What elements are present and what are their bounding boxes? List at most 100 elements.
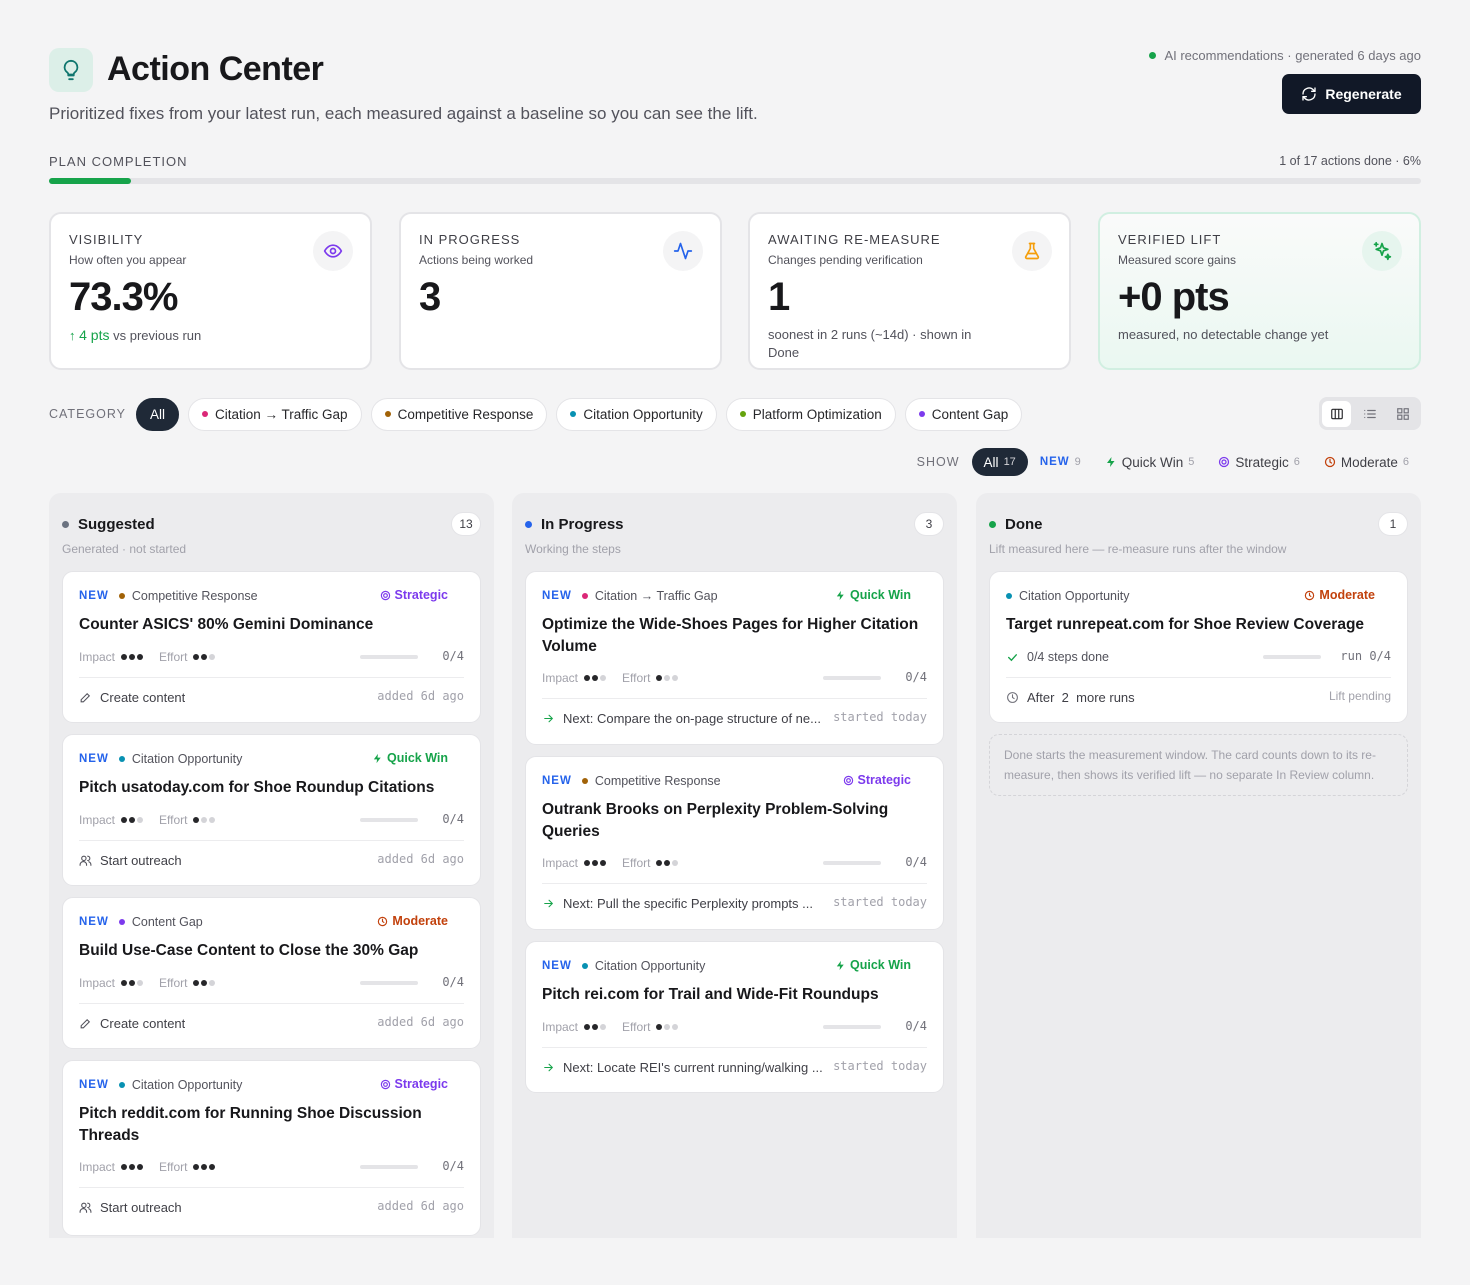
show-moderate-count: 6 <box>1402 456 1409 468</box>
card-action-row[interactable]: Start outreach added 6d ago <box>79 851 464 869</box>
category-dot <box>581 963 588 969</box>
regenerate-button[interactable]: Regenerate <box>1282 74 1421 114</box>
rating-dots <box>584 675 607 681</box>
category-chip-platform-optimization[interactable]: Platform Optimization <box>725 397 896 431</box>
effort-label: Effort <box>159 976 188 990</box>
impact-label: Impact <box>542 856 579 870</box>
stat-label: AWAITING RE-MEASURE <box>768 232 941 247</box>
action-icon-wrap <box>79 691 92 704</box>
show-moderate-button[interactable]: Moderate 6 <box>1312 448 1421 476</box>
column-count: 3 <box>914 512 944 536</box>
impact-label: Impact <box>79 976 116 990</box>
card-action-row[interactable]: Create content added 6d ago <box>79 1014 464 1032</box>
show-quick-win-button[interactable]: Quick Win 5 <box>1093 448 1207 476</box>
card-timestamp: started today <box>833 895 927 909</box>
impact-label: Impact <box>79 650 116 664</box>
rating-dots <box>121 980 144 986</box>
show-new-button[interactable]: NEW 9 <box>1028 448 1093 476</box>
card-timestamp: added 6d ago <box>377 1199 464 1213</box>
card-action-row[interactable]: Start outreach added 6d ago <box>79 1198 464 1216</box>
action-card[interactable]: Citation Opportunity Moderate Target runre… <box>989 571 1408 723</box>
users-icon <box>79 1202 92 1213</box>
steps-progress-bar <box>360 818 418 822</box>
columns-view-icon[interactable] <box>1322 400 1352 427</box>
card-rating-row: Impact Effort 0/4 <box>542 670 927 686</box>
chip-label: All <box>150 406 166 422</box>
list-view-icon[interactable] <box>1355 401 1384 427</box>
category-chip-citation-opportunity[interactable]: Citation Opportunity <box>556 397 717 431</box>
priority-label: Quick Win <box>386 751 448 765</box>
column-dot <box>525 520 532 528</box>
page-subtitle: Prioritized fixes from your latest run, … <box>49 104 758 123</box>
generated-status: AI recommendations · generated 6 days ag… <box>1149 48 1421 63</box>
impact-label: Impact <box>79 1160 116 1174</box>
rating-dots <box>121 654 144 660</box>
category-label: CATEGORY <box>49 407 126 421</box>
category-chip-competitive-response[interactable]: Competitive Response <box>370 397 548 431</box>
card-action-row[interactable]: Create content added 6d ago <box>79 688 464 706</box>
delta-value: 4 pts <box>79 327 110 343</box>
category-dot <box>1006 593 1012 599</box>
column-done: Done 1 Lift measured here — re-measure run… <box>976 493 1421 1238</box>
card-divider <box>542 698 927 699</box>
regenerate-label: Regenerate <box>1325 86 1402 102</box>
category-chip-citation-traffic-gap[interactable]: Citation → Traffic Gap <box>188 397 362 431</box>
category-chip-content-gap[interactable]: Content Gap <box>904 397 1023 431</box>
action-card[interactable]: NEW Content Gap Moderate Build Use-Case Con… <box>62 897 481 1049</box>
steps-count: 0/4 <box>442 1159 464 1173</box>
plan-progress-bar <box>49 178 1421 184</box>
steps-progress-bar <box>823 1025 881 1029</box>
effort-label: Effort <box>159 813 188 827</box>
steps-count: 0/4 <box>442 812 464 826</box>
chip-label: Competitive Response <box>397 406 534 422</box>
priority-tag: Moderate <box>377 914 448 928</box>
action-card[interactable]: NEW Citation Opportunity Quick Win Pitch re… <box>525 941 944 1093</box>
show-strategic-button[interactable]: Strategic 6 <box>1206 448 1311 476</box>
action-card[interactable]: NEW Citation → Traffic Gap Quick Win Optimi… <box>525 571 944 745</box>
chip-label: Content Gap <box>931 406 1009 422</box>
action-card[interactable]: NEW Citation Opportunity Strategic Pitch re… <box>62 1060 481 1236</box>
clock-icon <box>1305 590 1315 600</box>
card-meta-row: Citation Opportunity Moderate <box>1006 588 1375 604</box>
category-dot <box>118 593 125 599</box>
category-chip-all[interactable]: All <box>136 397 180 431</box>
action-card[interactable]: NEW Citation Opportunity Quick Win Pitch us… <box>62 734 481 886</box>
card-category: Citation Opportunity <box>594 959 706 973</box>
stat-subtitle: How often you appear <box>69 253 187 267</box>
pencil-icon <box>80 692 91 702</box>
impact-label: Impact <box>542 671 579 685</box>
impact-label: Impact <box>79 813 116 827</box>
card-rating-row: Impact Effort 0/4 <box>79 649 464 665</box>
show-all-button[interactable]: All 17 <box>971 448 1028 476</box>
action-card[interactable]: NEW Competitive Response Strategic Counter … <box>62 571 481 723</box>
grid-view-icon[interactable] <box>1389 401 1418 427</box>
column-title: Done <box>1005 515 1043 533</box>
priority-tag: Quick Win <box>835 588 911 602</box>
priority-tag: Moderate <box>1304 588 1375 602</box>
plan-progress-fill <box>49 178 132 184</box>
column-in-progress: In Progress 3 Working the steps NEW Citation… <box>512 493 957 1238</box>
card-action-row[interactable]: Next: Locate REI's current running/walki… <box>542 1058 927 1076</box>
card-meta-row: NEW Citation Opportunity Strategic <box>79 1077 448 1093</box>
refresh-icon <box>1302 87 1317 101</box>
arrow-right-icon <box>544 1063 554 1071</box>
card-timestamp: started today <box>833 710 927 724</box>
new-badge: NEW <box>542 590 572 602</box>
new-badge: NEW <box>79 590 109 602</box>
steps-progress-bar <box>360 1165 418 1169</box>
run-progress-bar <box>1263 655 1321 659</box>
card-timestamp: added 6d ago <box>377 1015 464 1029</box>
rating-dots <box>656 860 679 866</box>
stat-card-in-progress: IN PROGRESS Actions being worked 3 <box>399 212 722 370</box>
card-category: Competitive Response <box>594 774 721 788</box>
action-card[interactable]: NEW Competitive Response Strategic Outrank … <box>525 756 944 930</box>
action-icon-wrap <box>79 1201 92 1214</box>
steps-count: 0/4 <box>905 670 927 684</box>
show-label: SHOW <box>916 455 960 469</box>
bolt-icon <box>1106 457 1115 467</box>
bolt-icon <box>373 753 381 763</box>
steps-count: 0/4 <box>442 649 464 663</box>
card-action-row[interactable]: Next: Compare the on-page structure of n… <box>542 709 927 727</box>
card-action-row[interactable]: Next: Pull the specific Perplexity promp… <box>542 894 927 912</box>
category-filter: CATEGORY All Citation → Traffic Gap Comp… <box>49 397 1421 431</box>
